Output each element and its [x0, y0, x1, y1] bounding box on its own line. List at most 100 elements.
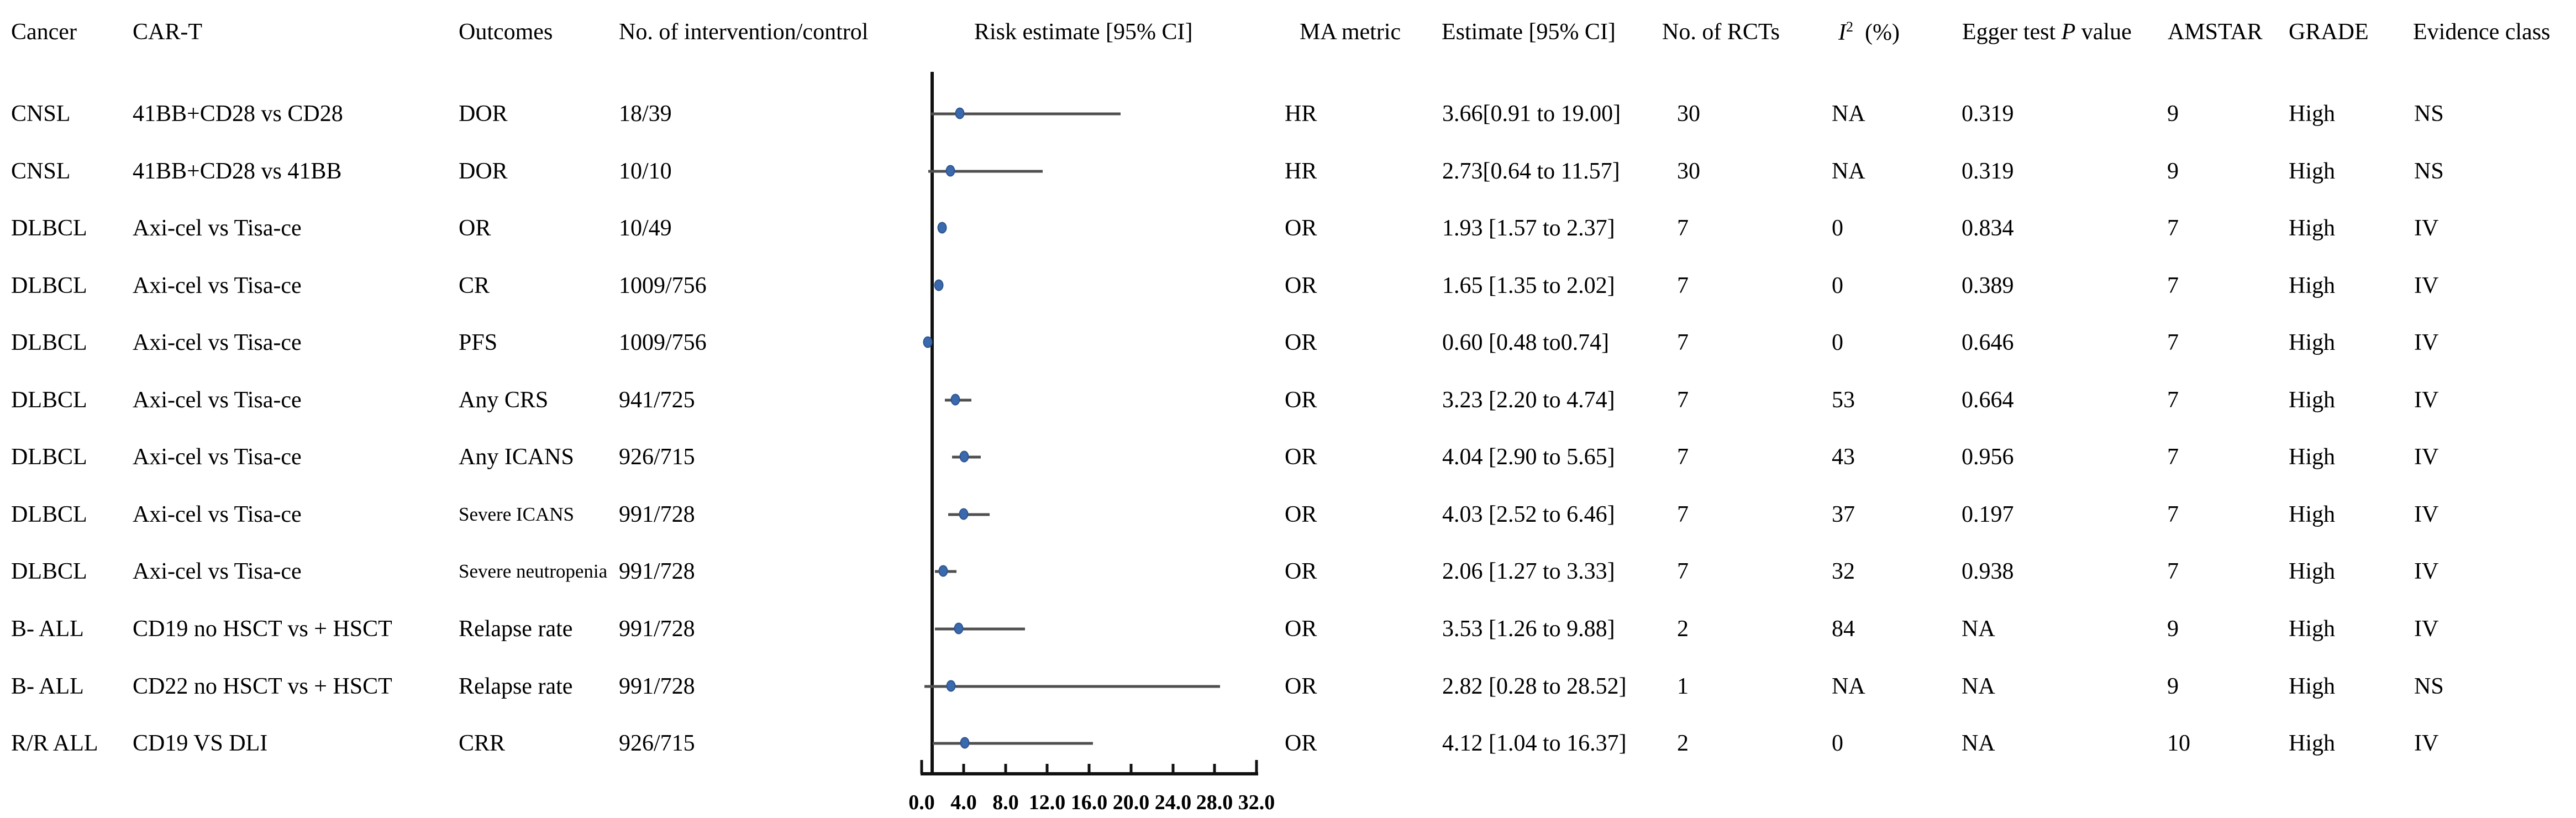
header-outcomes: Outcomes — [459, 19, 553, 45]
i-squared-exponent: 2 — [1846, 18, 1853, 35]
cell-no-of-rcts: 2 — [1677, 616, 1689, 642]
cell-no-of-rcts: 7 — [1677, 558, 1689, 584]
cell-amstar: 9 — [2167, 158, 2179, 184]
cell-outcome: CR — [459, 272, 490, 298]
cell-cancer: DLBCL — [11, 558, 87, 584]
point-marker — [945, 165, 955, 177]
cell-amstar: 7 — [2167, 329, 2179, 355]
ci-line — [931, 112, 1121, 116]
cell-evidence-class: IV — [2414, 329, 2439, 355]
ci-line — [948, 513, 990, 516]
cell-evidence-class: NS — [2414, 673, 2444, 699]
header-estimate: Estimate [95% CI] — [1442, 19, 1616, 45]
cell-grade: High — [2289, 158, 2335, 184]
ci-line — [933, 742, 1093, 745]
point-marker — [938, 565, 948, 577]
cell-egger-p: 0.319 — [1962, 101, 2014, 127]
cell-egger-p: 0.646 — [1962, 329, 2014, 355]
cell-cart: Axi-cel vs Tisa-ce — [133, 387, 302, 413]
cell-egger-p: 0.938 — [1962, 558, 2014, 584]
cell-amstar: 7 — [2167, 558, 2179, 584]
point-marker — [950, 394, 960, 406]
cell-ma-metric: HR — [1285, 158, 1317, 184]
header-ma-metric: MA metric — [1300, 19, 1401, 45]
x-axis-tick — [1045, 764, 1049, 774]
x-axis-tick — [1171, 764, 1175, 774]
cell-i-squared: NA — [1832, 673, 1865, 699]
cell-ma-metric: OR — [1285, 501, 1317, 527]
cell-amstar: 7 — [2167, 272, 2179, 298]
cell-cancer: DLBCL — [11, 272, 87, 298]
x-axis-tick — [1213, 764, 1216, 774]
egger-test-text: Egger test — [1962, 19, 2056, 45]
cell-cancer: DLBCL — [11, 501, 87, 527]
cell-egger-p: 0.956 — [1962, 444, 2014, 470]
header-i-squared: I2 (%) — [1838, 19, 1900, 45]
header-no-of-rcts: No. of RCTs — [1662, 19, 1780, 45]
cell-grade: High — [2289, 558, 2335, 584]
cell-i-squared: 0 — [1832, 215, 1843, 241]
cell-no-of-rcts: 7 — [1677, 329, 1689, 355]
cell-egger-p: NA — [1962, 730, 1995, 756]
cell-no-of-rcts: 30 — [1677, 101, 1700, 127]
cell-amstar: 7 — [2167, 387, 2179, 413]
cell-estimate: 3.23 [2.20 to 4.74] — [1442, 387, 1615, 413]
cell-evidence-class: IV — [2414, 616, 2439, 642]
cell-cancer: DLBCL — [11, 387, 87, 413]
cell-grade: High — [2289, 616, 2335, 642]
cell-grade: High — [2289, 272, 2335, 298]
cell-evidence-class: NS — [2414, 101, 2444, 127]
cell-outcome: Relapse rate — [459, 616, 573, 642]
cell-ma-metric: OR — [1285, 444, 1317, 470]
cell-outcome: Any CRS — [459, 387, 549, 413]
cell-ma-metric: OR — [1285, 329, 1317, 355]
cell-ma-metric: HR — [1285, 101, 1317, 127]
point-marker — [960, 737, 970, 749]
cell-egger-p: 0.389 — [1962, 272, 2014, 298]
point-marker — [959, 450, 969, 463]
cell-n-intervention: 926/715 — [619, 444, 695, 470]
cell-no-of-rcts: 1 — [1677, 673, 1689, 699]
cell-egger-p: NA — [1962, 673, 1995, 699]
ci-line — [935, 627, 1025, 631]
cell-grade: High — [2289, 444, 2335, 470]
cell-n-intervention: 991/728 — [619, 673, 695, 699]
cell-cart: CD22 no HSCT vs + HSCT — [133, 673, 392, 699]
cell-ma-metric: OR — [1285, 616, 1317, 642]
cell-n-intervention: 10/49 — [619, 215, 672, 241]
cell-i-squared: 0 — [1832, 272, 1843, 298]
cell-cancer: DLBCL — [11, 215, 87, 241]
cell-amstar: 9 — [2167, 673, 2179, 699]
cell-no-of-rcts: 2 — [1677, 730, 1689, 756]
cell-cancer: DLBCL — [11, 444, 87, 470]
cell-no-of-rcts: 7 — [1677, 501, 1689, 527]
cell-estimate: 1.65 [1.35 to 2.02] — [1442, 272, 1615, 298]
x-axis-tick — [962, 764, 965, 774]
cell-evidence-class: IV — [2414, 387, 2439, 413]
cell-i-squared: 43 — [1832, 444, 1855, 470]
x-axis-tick-label: 4.0 — [950, 791, 977, 814]
header-egger-test: Egger test P value — [1962, 20, 2132, 44]
cell-n-intervention: 18/39 — [619, 101, 672, 127]
point-marker — [937, 222, 947, 234]
cell-outcome: OR — [459, 215, 491, 241]
cell-estimate: 3.66[0.91 to 19.00] — [1442, 101, 1621, 127]
cell-cart: 41BB+CD28 vs 41BB — [133, 158, 342, 184]
x-axis-tick — [1255, 760, 1258, 774]
cell-outcome: DOR — [459, 158, 508, 184]
cell-estimate: 0.60 [0.48 to0.74] — [1442, 329, 1610, 355]
cell-estimate: 2.82 [0.28 to 28.52] — [1442, 673, 1627, 699]
x-axis-tick-label: 24.0 — [1154, 791, 1192, 814]
cell-estimate: 2.73[0.64 to 11.57] — [1442, 158, 1620, 184]
header-grade: GRADE — [2289, 19, 2369, 45]
cell-ma-metric: OR — [1285, 215, 1317, 241]
i-squared-symbol: I — [1838, 19, 1846, 45]
header-amstar: AMSTAR — [2168, 19, 2263, 45]
cell-outcome: Severe ICANS — [459, 503, 574, 525]
x-axis-tick — [920, 760, 923, 774]
cell-n-intervention: 991/728 — [619, 558, 695, 584]
cell-outcome: DOR — [459, 101, 508, 127]
cell-evidence-class: IV — [2414, 215, 2439, 241]
cell-i-squared: NA — [1832, 101, 1865, 127]
cell-evidence-class: IV — [2414, 558, 2439, 584]
